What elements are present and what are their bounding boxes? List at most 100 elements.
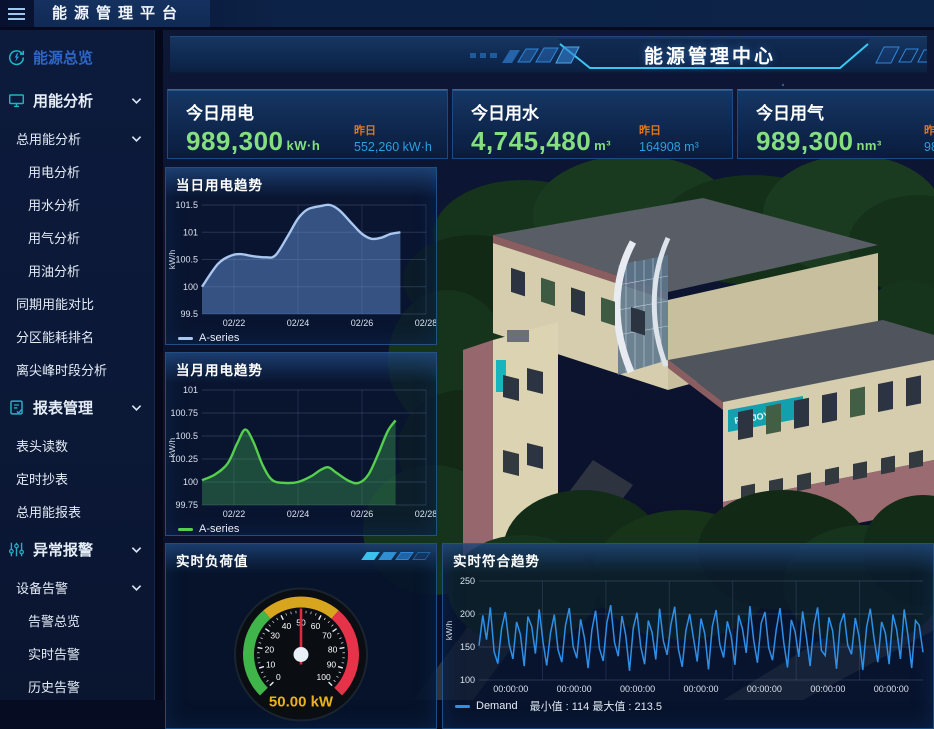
chevron-down-icon xyxy=(131,97,142,105)
sidebar-item-label: 能源总览 xyxy=(33,47,93,68)
panel-title: 实时负荷值 xyxy=(166,544,436,574)
sidebar-item[interactable]: 定时抄表 xyxy=(0,462,154,495)
kpi-prev-label: 昨日 xyxy=(639,122,699,138)
app-title: 能源管理平台 xyxy=(34,0,210,27)
legend-dash-icon xyxy=(178,528,193,531)
sidebar-item[interactable]: 分区能耗排名 xyxy=(0,320,154,353)
sidebar-nav: 能源总览用能分析总用能分析用电分析用水分析用气分析用油分析同期用能对比分区能耗排… xyxy=(0,30,154,700)
panel-title: 实时符合趋势 xyxy=(443,544,933,574)
sidebar-item[interactable]: 实时告警 xyxy=(0,637,154,670)
svg-text:100.75: 100.75 xyxy=(170,408,198,418)
sidebar-item-label: 总用能报表 xyxy=(16,502,81,521)
sidebar-item[interactable]: 用气分析 xyxy=(0,221,154,254)
sidebar-item-label: 用油分析 xyxy=(28,261,80,280)
sidebar-item-label: 分区能耗排名 xyxy=(16,327,94,346)
sidebar-item-label: 历史告警 xyxy=(28,677,80,696)
sidebar-item-label: 用电分析 xyxy=(28,162,80,181)
svg-text:101: 101 xyxy=(183,385,198,395)
sidebar-item-label: 定时抄表 xyxy=(16,469,68,488)
svg-text:02/28: 02/28 xyxy=(415,318,436,328)
kpi-title: 今日用电 xyxy=(186,99,354,124)
sidebar-item[interactable]: 用电分析 xyxy=(0,155,154,188)
sidebar-item[interactable]: 告警总览 xyxy=(0,604,154,637)
svg-text:101.5: 101.5 xyxy=(175,200,198,210)
page-title: 能源管理中心 xyxy=(644,41,776,68)
sidebar-item[interactable]: 异常报警 xyxy=(0,528,154,571)
sidebar-item[interactable]: 设备告警 xyxy=(0,571,154,604)
svg-text:00:00:00: 00:00:00 xyxy=(557,684,592,694)
chart-legend: Demand 最小值 : 114 最大值 : 213.5 xyxy=(443,696,933,714)
sidebar-item-label: 告警总览 xyxy=(28,611,80,630)
kpi-unit: kW·h xyxy=(286,138,320,153)
alert-icon xyxy=(8,541,25,558)
svg-text:02/28: 02/28 xyxy=(415,509,436,519)
svg-text:02/24: 02/24 xyxy=(287,509,310,519)
sidebar-item[interactable]: 同期用能对比 xyxy=(0,287,154,320)
sidebar-item[interactable]: 表头读数 xyxy=(0,429,154,462)
svg-text:00:00:00: 00:00:00 xyxy=(747,684,782,694)
svg-text:20: 20 xyxy=(265,644,275,654)
svg-text:kW/h: kW/h xyxy=(167,250,177,270)
sidebar-item-label: 用气分析 xyxy=(28,228,80,247)
svg-text:02/24: 02/24 xyxy=(287,318,310,328)
report-icon xyxy=(8,399,25,416)
legend-series-label: Demand xyxy=(476,700,518,712)
sidebar-item[interactable]: 能源总览 xyxy=(0,36,154,79)
svg-text:100: 100 xyxy=(183,282,198,292)
header-decoration xyxy=(170,37,927,74)
sidebar-item[interactable]: 报表管理 xyxy=(0,386,154,429)
svg-text:80: 80 xyxy=(328,644,338,654)
page-header: 能源管理中心 xyxy=(170,36,927,73)
sidebar-item-label: 总用能分析 xyxy=(16,129,81,148)
sidebar-item-label: 异常报警 xyxy=(33,539,93,560)
sidebar-item-label: 实时告警 xyxy=(28,644,80,663)
gauge-value-label: 50.00 kW xyxy=(269,694,334,711)
sidebar-item-label: 表头读数 xyxy=(16,436,68,455)
svg-text:kW/h: kW/h xyxy=(167,438,177,458)
svg-text:30: 30 xyxy=(270,631,280,641)
sidebar-item[interactable]: 历史告警 xyxy=(0,670,154,700)
sidebar-item[interactable]: 用水分析 xyxy=(0,188,154,221)
topbar: 能源管理平台 xyxy=(0,0,934,30)
legend-series-label: A-series xyxy=(199,332,239,344)
chart-legend: A-series xyxy=(166,521,436,535)
legend-series-label: A-series xyxy=(199,523,239,535)
energy-overview-icon xyxy=(8,49,25,66)
svg-text:02/22: 02/22 xyxy=(223,318,246,328)
svg-text:100: 100 xyxy=(183,477,198,487)
chevron-down-icon xyxy=(131,546,142,554)
svg-text:99.75: 99.75 xyxy=(175,500,198,510)
sidebar-item[interactable]: 总用能报表 xyxy=(0,495,154,528)
panel-title: 当日用电趋势 xyxy=(166,168,436,198)
sidebar-item[interactable]: 用能分析 xyxy=(0,79,154,122)
sidebar-item[interactable]: 用油分析 xyxy=(0,254,154,287)
svg-text:00:00:00: 00:00:00 xyxy=(810,684,845,694)
svg-text:02/26: 02/26 xyxy=(351,509,374,519)
sidebar-item[interactable]: 总用能分析 xyxy=(0,122,154,155)
kpi-unit: m³ xyxy=(594,138,611,153)
sidebar-item-label: 同期用能对比 xyxy=(16,294,94,313)
svg-text:00:00:00: 00:00:00 xyxy=(493,684,528,694)
svg-text:150: 150 xyxy=(460,642,475,652)
kpi-prev-label: 昨日 xyxy=(924,122,934,138)
chevron-down-icon xyxy=(131,584,142,592)
load-gauge[interactable]: 010203040506070809010050.00 kW xyxy=(166,574,436,729)
stripes-decoration-icon xyxy=(364,552,428,560)
sidebar: 能源总览用能分析总用能分析用电分析用水分析用气分析用油分析同期用能对比分区能耗排… xyxy=(0,30,155,700)
svg-text:60: 60 xyxy=(311,621,321,631)
panel-realtime-load: 实时负荷值 010203040506070809010050.00 kW xyxy=(165,543,437,729)
menu-icon[interactable] xyxy=(0,0,30,27)
svg-text:101: 101 xyxy=(183,227,198,237)
sidebar-item-label: 用能分析 xyxy=(33,90,93,111)
sidebar-item[interactable]: 离尖峰时段分析 xyxy=(0,353,154,386)
svg-text:90: 90 xyxy=(327,659,337,669)
legend-minmax-label: 最小值 : 114 最大值 : 213.5 xyxy=(530,698,662,714)
